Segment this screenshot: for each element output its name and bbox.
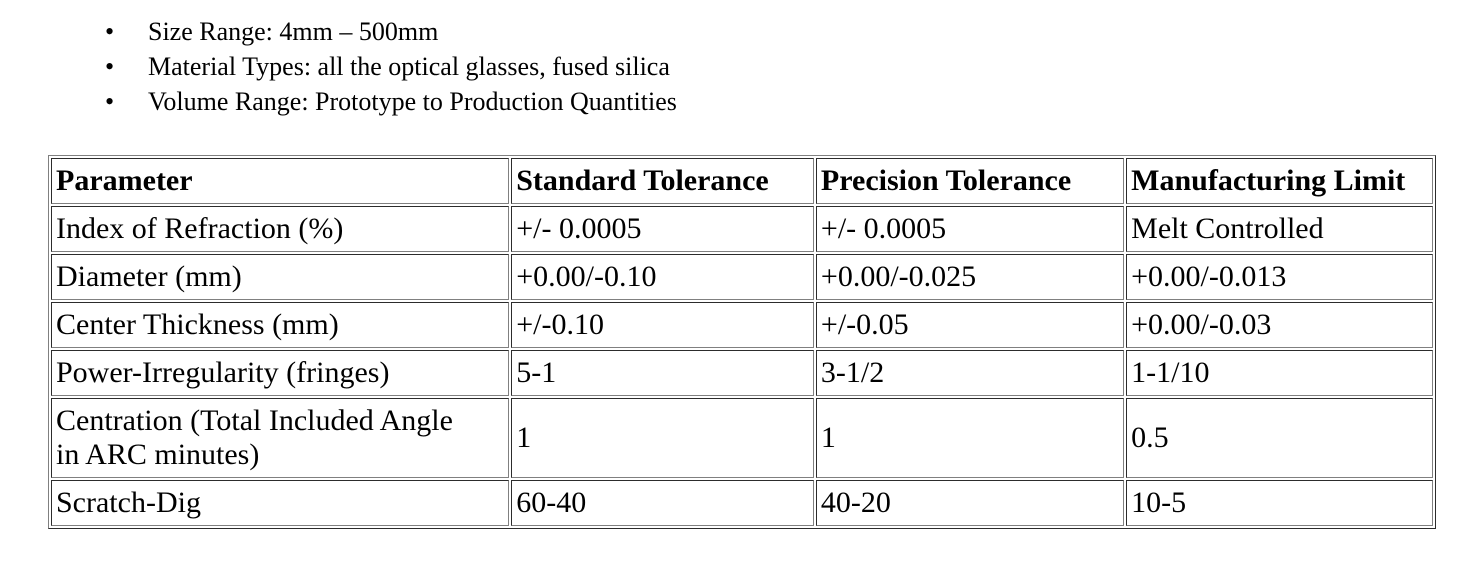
table-cell: 60-40 [511,480,814,526]
column-header-standard-tolerance: Standard Tolerance [511,158,814,204]
spec-bullet-list: • Size Range: 4mm – 500mm • Material Typ… [48,14,1435,119]
bullet-icon: • [105,87,115,116]
bullet-icon: • [105,17,115,46]
list-item-text: Volume Range: Prototype to Production Qu… [148,87,677,116]
list-item: • Material Types: all the optical glasse… [48,49,1435,84]
list-item-text: Size Range: 4mm – 500mm [148,17,439,46]
list-item-text: Material Types: all the optical glasses,… [148,52,670,81]
table-cell: Centration (Total Included Angle in ARC … [51,398,510,478]
table-cell: Index of Refraction (%) [51,206,510,252]
table-cell: 1-1/10 [1126,350,1433,396]
table-row: Centration (Total Included Angle in ARC … [51,398,1433,478]
table-cell: +0.00/-0.03 [1126,302,1433,348]
column-header-manufacturing-limit: Manufacturing Limit [1126,158,1433,204]
table-cell: 10-5 [1126,480,1433,526]
table-row: Diameter (mm) +0.00/-0.10 +0.00/-0.025 +… [51,254,1433,300]
list-item: • Size Range: 4mm – 500mm [48,14,1435,49]
table-cell: 40-20 [815,480,1125,526]
table-row: Index of Refraction (%) +/- 0.0005 +/- 0… [51,206,1433,252]
table-header-row: Parameter Standard Tolerance Precision T… [51,158,1433,204]
table-cell: Melt Controlled [1126,206,1433,252]
table-cell: Diameter (mm) [51,254,510,300]
table-cell: 5-1 [511,350,814,396]
table-row: Center Thickness (mm) +/-0.10 +/-0.05 +0… [51,302,1433,348]
table-row: Power-Irregularity (fringes) 5-1 3-1/2 1… [51,350,1433,396]
bullet-icon: • [105,52,115,81]
table-cell: +/-0.10 [511,302,814,348]
table-cell: Power-Irregularity (fringes) [51,350,510,396]
table-cell: +0.00/-0.013 [1126,254,1433,300]
tolerance-table: Parameter Standard Tolerance Precision T… [48,155,1436,529]
table-cell: 3-1/2 [815,350,1125,396]
table-cell: Center Thickness (mm) [51,302,510,348]
list-item: • Volume Range: Prototype to Production … [48,84,1435,119]
table-cell: 1 [511,398,814,478]
table-row: Scratch-Dig 60-40 40-20 10-5 [51,480,1433,526]
column-header-parameter: Parameter [51,158,510,204]
table-cell: +/- 0.0005 [815,206,1125,252]
table-cell: +0.00/-0.025 [815,254,1125,300]
table-cell: 0.5 [1126,398,1433,478]
table-cell: +0.00/-0.10 [511,254,814,300]
document-page: • Size Range: 4mm – 500mm • Material Typ… [48,14,1436,529]
column-header-precision-tolerance: Precision Tolerance [815,158,1125,204]
table-cell: +/- 0.0005 [511,206,814,252]
table-cell: 1 [815,398,1125,478]
table-cell: +/-0.05 [815,302,1125,348]
table-cell: Scratch-Dig [51,480,510,526]
